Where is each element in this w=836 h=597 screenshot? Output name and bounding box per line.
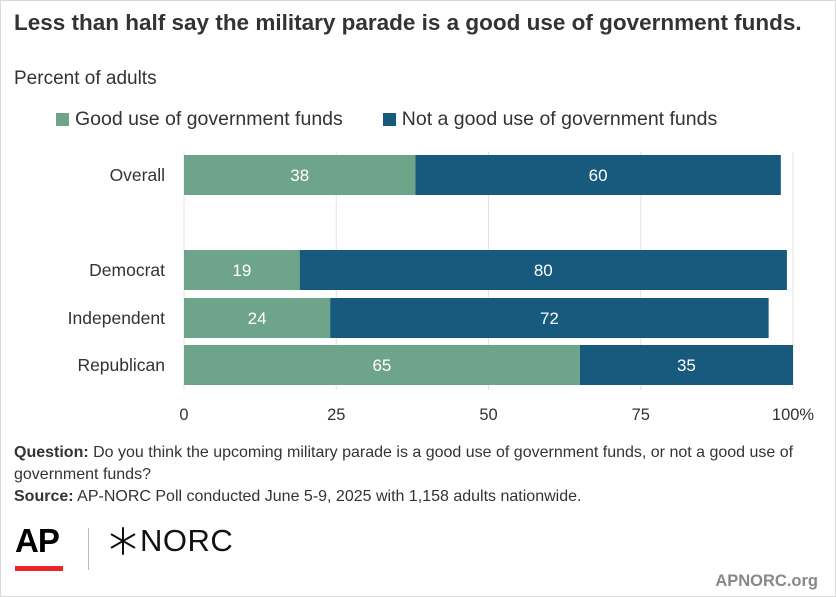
question-label: Question: [14,444,89,461]
ap-logo-bar [15,566,63,571]
x-tick-label-50: 50 [479,406,497,424]
chart-footer: Question: Do you think the upcoming mili… [14,442,824,508]
x-tick-label-25: 25 [327,406,345,424]
data-label-independent-not-good: 72 [540,309,559,328]
question-text: Do you think the upcoming military parad… [14,444,794,483]
norc-logo: NORC [108,522,233,560]
legend-label-good: Good use of government funds [75,107,343,130]
bar-overall-not-good [415,155,781,195]
bar-overall-good [184,155,416,195]
logo-divider [88,528,89,570]
bar-independent-good [184,298,331,338]
source-text: AP-NORC Poll conducted June 5-9, 2025 wi… [77,488,582,505]
bar-republican-good [184,345,580,385]
bar-democrat-good [184,250,300,290]
data-label-republican-not-good: 35 [677,356,696,375]
category-label-democrat: Democrat [89,260,165,280]
category-label-overall: Overall [110,165,165,185]
site-url: APNORC.org [715,572,818,590]
bar-republican-not-good [579,345,793,385]
x-tick-label-0: 0 [179,406,188,424]
legend-label-not-good: Not a good use of government funds [401,107,718,130]
bar-democrat-not-good [299,250,787,290]
x-tick-label-75: 75 [632,406,650,424]
data-label-democrat-not-good: 80 [534,261,553,280]
data-label-republican-good: 65 [372,356,391,375]
chart-subtitle: Percent of adults [14,68,157,89]
source-note: Source: AP-NORC Poll conducted June 5-9,… [14,486,824,508]
category-label-republican: Republican [77,355,165,375]
category-label-independent: Independent [68,308,165,328]
source-label: Source: [14,488,74,505]
legend-swatch-good [56,112,69,126]
bar-independent-not-good [330,298,769,338]
x-tick-label-100: 100% [772,406,815,424]
legend-item-good: Good use of government funds [56,108,343,131]
legend-item-not-good: Not a good use of government funds [382,107,718,131]
norc-star-icon [110,527,136,555]
legend-swatch-not-good [382,112,396,126]
question-note: Question: Do you think the upcoming mili… [14,442,824,486]
ap-logo: AP [15,522,60,559]
chart-title: Less than half say the military parade i… [14,10,802,35]
data-label-democrat-good: 19 [232,261,251,280]
data-label-independent-good: 24 [248,309,267,328]
data-label-overall-good: 38 [290,166,309,185]
legend: Good use of government funds Not a good … [56,106,757,132]
stacked-bar-chart: 38 60 Overall 19 80 Democrat 24 72 Independent 65… [68,152,815,424]
norc-logo-text: NORC [140,523,234,558]
data-label-overall-not-good: 60 [589,166,608,185]
